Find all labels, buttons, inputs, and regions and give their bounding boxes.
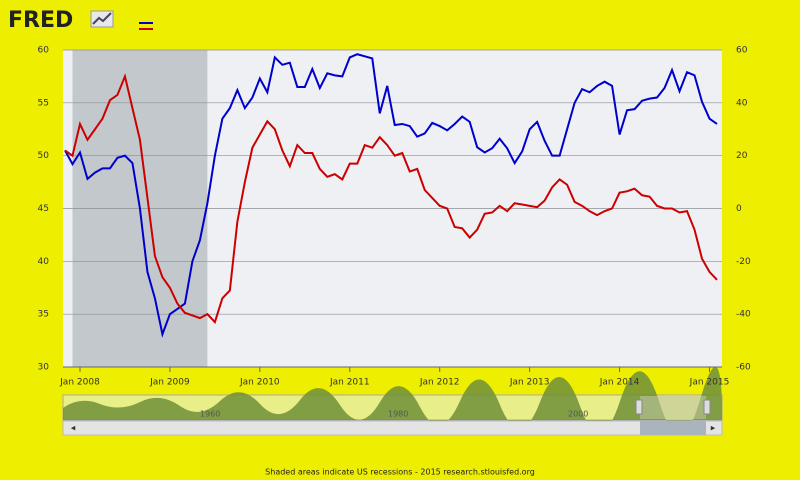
y2-tick-label: 20 xyxy=(736,151,748,161)
x-tick-label: Jan 2011 xyxy=(329,378,370,388)
logo: FRED xyxy=(8,8,73,33)
navigator-label: 1980 xyxy=(388,410,408,419)
navigator-window[interactable] xyxy=(640,396,706,419)
y2-tick-label: 40 xyxy=(736,98,748,108)
y2-tick-label: 60 xyxy=(736,46,748,56)
y-tick-label: 35 xyxy=(38,310,49,320)
y-tick-label: 45 xyxy=(38,204,49,214)
y-tick-label: 60 xyxy=(38,46,50,56)
footer: Shaded areas indicate US recessions - 20… xyxy=(265,468,535,477)
x-tick-label: Jan 2009 xyxy=(149,378,190,388)
navigator-handle[interactable] xyxy=(635,399,643,415)
scroll-right[interactable]: ▸ xyxy=(711,424,716,434)
navigator-handle[interactable] xyxy=(703,399,711,415)
scrollbar[interactable] xyxy=(62,420,723,436)
y2-tick-label: -60 xyxy=(736,363,751,373)
y-tick-label: 55 xyxy=(38,98,49,108)
series-line xyxy=(64,53,718,338)
navigator-area xyxy=(63,366,722,436)
navigator-label: 1960 xyxy=(200,410,220,419)
y2-tick-label: 0 xyxy=(736,204,742,214)
x-tick-label: Jan 2010 xyxy=(239,378,280,388)
y-tick-label: 40 xyxy=(38,257,50,267)
navigator-label: 2000 xyxy=(568,410,588,419)
y-tick-label: 30 xyxy=(38,363,50,373)
scroll-left[interactable]: ◂ xyxy=(71,424,76,434)
x-tick-label: Jan 2014 xyxy=(599,378,640,388)
x-tick-label: Jan 2008 xyxy=(59,378,100,388)
x-tick-label: Jan 2013 xyxy=(509,378,550,388)
x-tick-label: Jan 2015 xyxy=(689,378,730,388)
logo-icon-line xyxy=(92,12,112,25)
y2-tick-label: -20 xyxy=(736,257,751,267)
scrollbar-thumb[interactable] xyxy=(640,421,706,435)
logo-icon xyxy=(90,10,114,28)
y2-tick-label: -40 xyxy=(736,310,751,320)
x-tick-label: Jan 2012 xyxy=(419,378,460,388)
series-line xyxy=(64,73,718,325)
y-tick-label: 50 xyxy=(38,151,50,161)
